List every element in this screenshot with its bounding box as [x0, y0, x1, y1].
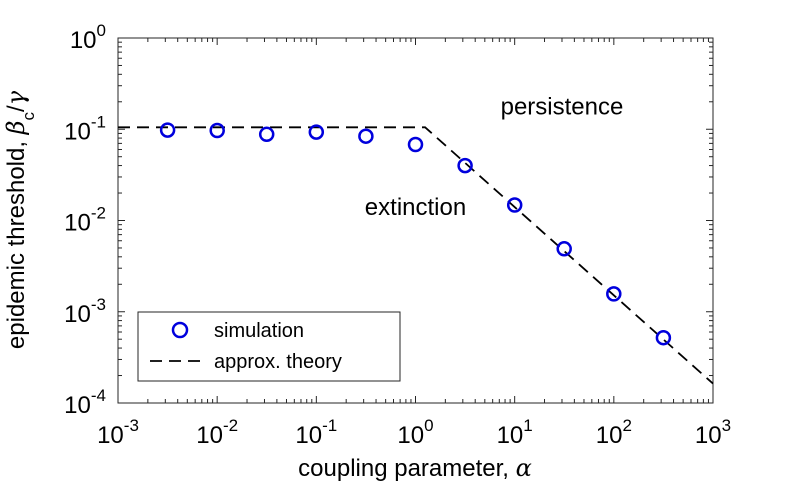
- axis-ticks: 10-3 10-2 10-1 100 101 102 10310-410-310-210-1…: [64, 21, 731, 449]
- theory-line: [118, 126, 714, 385]
- x-tick-label: 10-2: [196, 416, 238, 449]
- y-axis-label: epidemic threshold, βc/γ: [2, 90, 38, 349]
- x-tick-label: 101: [497, 416, 533, 449]
- simulation-point: [407, 136, 424, 153]
- simulation-point: [209, 122, 225, 139]
- x-tick-label: 10-3: [97, 416, 139, 449]
- annotation-persistence: persistence: [501, 94, 624, 121]
- legend-label-theory: approx. theory: [214, 351, 342, 373]
- annotation-extinction: extinction: [365, 194, 466, 221]
- simulation-point: [258, 126, 275, 143]
- x-tick-label: 102: [596, 416, 632, 449]
- simulation-point: [358, 128, 374, 144]
- y-tick-label: 10-3: [64, 295, 106, 328]
- simulation-point: [308, 124, 325, 140]
- annotations: persistence extinction: [365, 94, 624, 221]
- simulation-point: [159, 122, 176, 138]
- series-layer: [118, 122, 714, 385]
- legend: simulation approx. theory: [137, 311, 401, 382]
- simulation-point: [556, 241, 572, 257]
- x-tick-label: 103: [695, 416, 731, 449]
- x-tick-label: 100: [397, 416, 433, 449]
- simulation-point: [506, 197, 523, 213]
- legend-label-simulation: simulation: [214, 320, 304, 342]
- simulation-point: [606, 286, 622, 302]
- legend-marker-simulation: [171, 321, 189, 339]
- x-tick-label: 10-1: [295, 416, 337, 449]
- y-tick-label: 10-4: [64, 386, 106, 419]
- x-axis-label: coupling parameter, α: [298, 454, 532, 482]
- y-tick-label: 100: [70, 21, 106, 54]
- simulation-point: [655, 329, 672, 346]
- y-tick-label: 10-2: [64, 204, 106, 237]
- simulation-point: [457, 157, 473, 174]
- y-tick-label: 10-1: [64, 112, 106, 145]
